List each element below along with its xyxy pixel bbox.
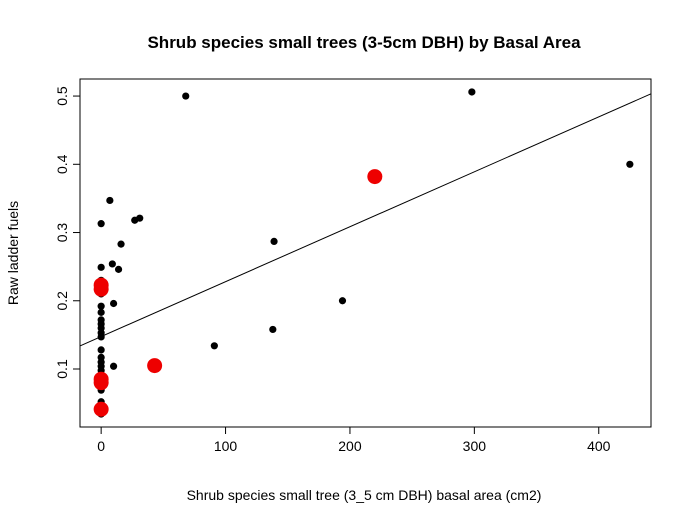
x-tick-label: 0 bbox=[97, 438, 105, 454]
x-axis-label: Shrub species small tree (3_5 cm DBH) ba… bbox=[187, 487, 542, 503]
x-tick-label: 300 bbox=[463, 438, 487, 454]
black-data-point bbox=[97, 333, 105, 341]
black-data-point bbox=[97, 308, 105, 316]
red-data-point bbox=[367, 169, 383, 185]
x-axis: 0 100 200 300 400 bbox=[97, 426, 611, 454]
black-data-point bbox=[97, 302, 105, 310]
black-data-point bbox=[97, 263, 105, 271]
black-data-point bbox=[108, 260, 116, 268]
y-tick-label: 0.2 bbox=[54, 291, 70, 311]
black-data-point bbox=[338, 297, 347, 305]
black-data-point bbox=[468, 88, 476, 96]
black-data-point bbox=[182, 92, 190, 100]
y-axis-label: Raw ladder fuels bbox=[5, 201, 21, 305]
y-tick-label: 0.4 bbox=[54, 154, 70, 174]
x-tick-label: 100 bbox=[214, 438, 238, 454]
x-tick-label: 400 bbox=[587, 438, 611, 454]
red-data-point bbox=[93, 281, 109, 297]
black-data-point bbox=[97, 346, 105, 354]
red-data-point bbox=[147, 358, 163, 374]
black-data-point bbox=[210, 342, 218, 350]
chart-title: Shrub species small trees (3-5cm DBH) by… bbox=[147, 33, 581, 52]
y-tick-label: 0.1 bbox=[54, 359, 70, 379]
y-axis: 0.1 0.2 0.3 0.4 0.5 bbox=[54, 86, 81, 379]
black-data-point bbox=[109, 299, 118, 308]
red-data-point bbox=[93, 401, 109, 417]
black-data-point bbox=[106, 196, 114, 205]
plot-area bbox=[79, 88, 652, 418]
black-data-point bbox=[109, 362, 118, 370]
x-tick-label: 200 bbox=[338, 438, 362, 454]
black-data-point bbox=[114, 265, 123, 273]
black-data-point bbox=[97, 220, 105, 228]
black-data-point bbox=[269, 325, 277, 334]
black-data-point bbox=[117, 240, 125, 248]
black-data-point bbox=[626, 160, 634, 168]
black-data-point bbox=[136, 214, 144, 222]
black-data-point bbox=[270, 237, 278, 245]
y-tick-label: 0.3 bbox=[54, 223, 70, 243]
red-data-point bbox=[93, 375, 109, 391]
y-tick-label: 0.5 bbox=[54, 86, 70, 106]
regression-line bbox=[79, 93, 652, 347]
